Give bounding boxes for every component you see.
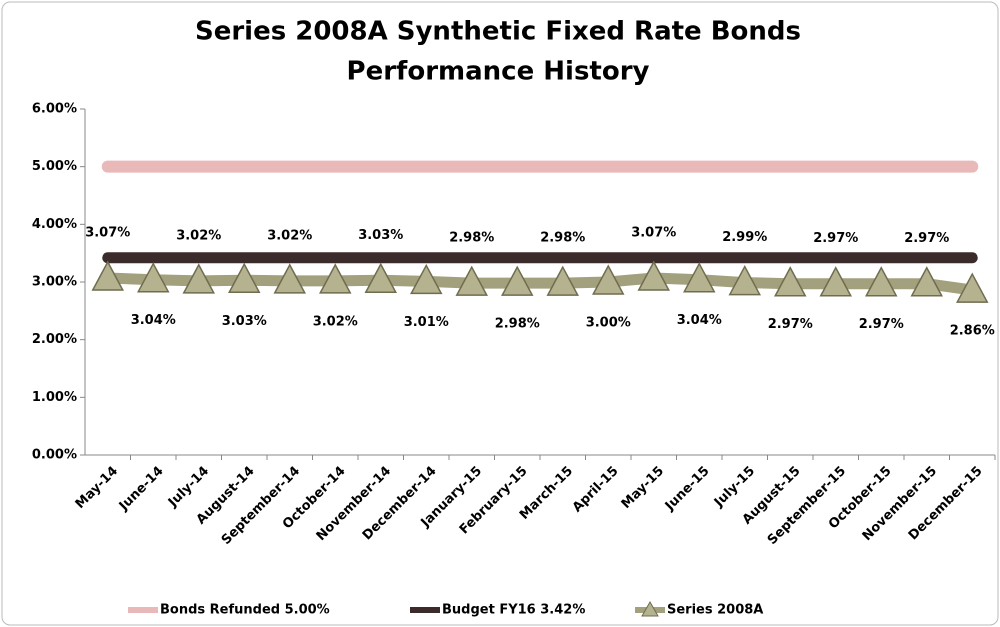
y-tick-label: 6.00%	[32, 102, 77, 117]
marker	[182, 263, 216, 294]
y-tick-label: 2.00%	[32, 332, 77, 347]
marker	[955, 272, 989, 303]
value-label: 3.04%	[677, 313, 722, 328]
marker	[864, 266, 898, 297]
value-label: 2.97%	[904, 231, 949, 246]
chart-title: Series 2008A Synthetic Fixed Rate Bonds	[195, 17, 801, 47]
marker	[546, 265, 580, 296]
value-label: 3.01%	[404, 315, 449, 330]
marker	[637, 260, 671, 291]
value-label: 3.02%	[313, 314, 358, 329]
value-label: 3.07%	[85, 225, 130, 240]
value-label: 3.04%	[131, 313, 176, 328]
legend-label: Budget FY16 3.42%	[442, 603, 585, 618]
marker	[500, 265, 534, 296]
marker	[728, 264, 762, 296]
value-label: 3.02%	[176, 228, 221, 243]
value-label: 2.86%	[950, 324, 995, 339]
value-label: 3.00%	[586, 316, 631, 331]
value-label: 3.03%	[358, 228, 403, 243]
value-label: 2.97%	[859, 317, 904, 332]
marker	[91, 260, 125, 291]
chart-title: Performance History	[347, 57, 650, 87]
value-label: 2.97%	[768, 317, 813, 332]
value-label: 2.99%	[722, 230, 767, 245]
marker	[455, 265, 489, 296]
value-label: 2.98%	[495, 317, 540, 332]
value-label: 3.03%	[222, 314, 267, 329]
value-label: 2.98%	[449, 231, 494, 246]
marker	[591, 264, 625, 295]
marker	[273, 263, 307, 294]
y-tick-label: 4.00%	[32, 217, 77, 232]
marker	[227, 262, 261, 294]
marker	[682, 262, 716, 293]
marker	[773, 266, 807, 297]
legend-label: Bonds Refunded 5.00%	[160, 603, 330, 618]
legend-marker	[641, 600, 659, 617]
y-tick-label: 0.00%	[32, 448, 77, 463]
marker	[409, 263, 443, 295]
y-tick-label: 3.00%	[32, 275, 77, 290]
marker	[318, 263, 352, 294]
value-label: 2.98%	[540, 231, 585, 246]
marker	[819, 266, 853, 297]
value-label: 3.02%	[267, 228, 312, 243]
y-tick-label: 1.00%	[32, 390, 77, 405]
legend-label: Series 2008A	[667, 603, 763, 618]
value-label: 2.97%	[813, 231, 858, 246]
marker	[910, 266, 944, 297]
value-label: 3.07%	[631, 225, 676, 240]
marker	[136, 262, 170, 293]
y-tick-label: 5.00%	[32, 159, 77, 174]
marker	[364, 262, 398, 294]
